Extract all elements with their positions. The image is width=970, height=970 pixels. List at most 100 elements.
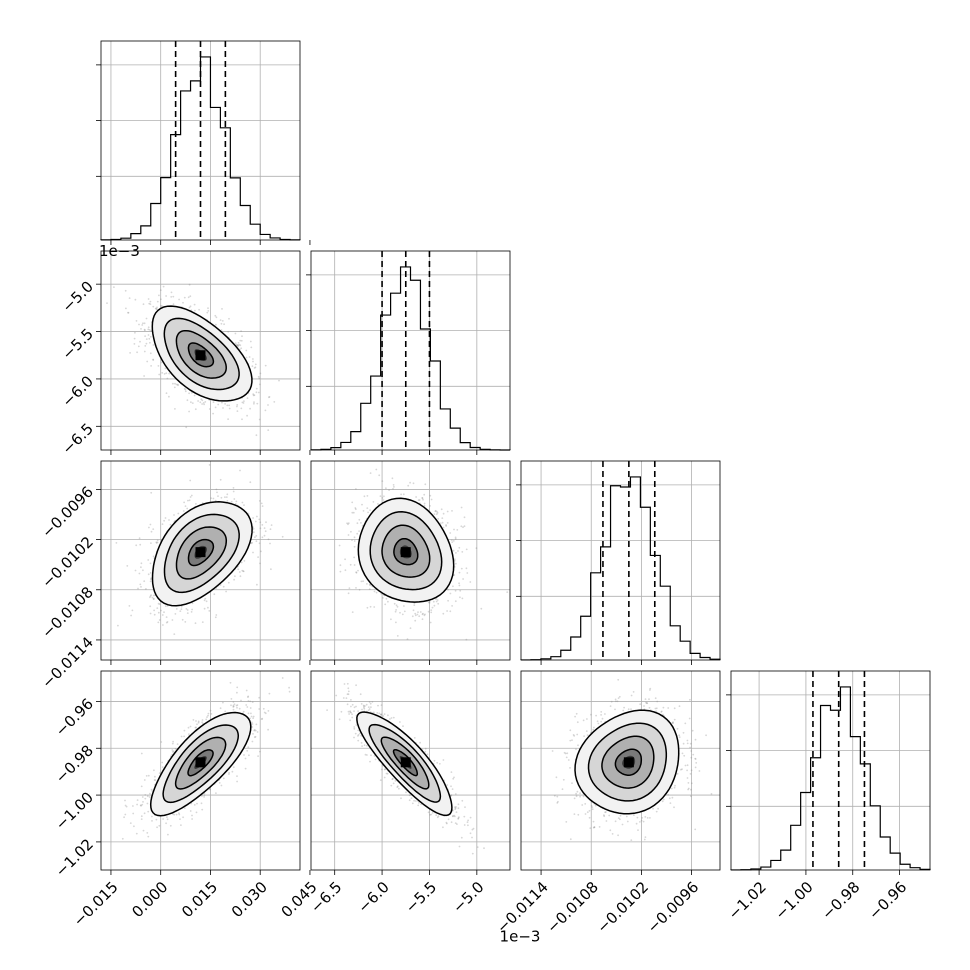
scatter-point <box>241 418 243 421</box>
scatter-point <box>200 802 203 805</box>
scatter-point <box>115 542 118 544</box>
scatter-point <box>244 767 247 770</box>
scatter-point <box>243 504 245 506</box>
scatter-point <box>436 599 439 601</box>
scatter-point <box>450 539 453 541</box>
scatter-point <box>249 340 252 343</box>
scatter-point <box>143 812 146 815</box>
histogram-panel-4 <box>726 670 931 875</box>
scatter-point <box>449 592 452 595</box>
scatter-point <box>240 561 243 564</box>
scatter-point <box>227 330 230 333</box>
scatter-point <box>212 401 215 404</box>
scatter-point <box>163 611 165 614</box>
scatter-point <box>240 330 243 332</box>
scatter-point <box>152 555 155 558</box>
scatter-point <box>439 522 442 525</box>
scatter-point <box>259 383 261 386</box>
scatter-point <box>175 383 178 386</box>
scatter-point <box>193 394 196 397</box>
scatter-point <box>160 304 162 307</box>
scatter-point <box>208 464 211 466</box>
scatter-point <box>186 399 189 402</box>
scatter-point <box>259 372 262 375</box>
scatter-point <box>205 600 208 603</box>
scatter-point <box>172 295 175 298</box>
scatter-point <box>166 377 169 380</box>
scatter-point <box>428 600 431 603</box>
scatter-point <box>355 587 357 589</box>
scatter-point <box>358 530 360 532</box>
scatter-point <box>186 609 189 611</box>
scatter-point <box>254 536 256 539</box>
scatter-point <box>155 541 158 544</box>
scatter-point <box>192 719 195 721</box>
scatter-point <box>355 571 358 574</box>
scatter-point <box>170 296 173 298</box>
scatter-point <box>163 373 166 375</box>
scatter-point <box>288 686 290 689</box>
scatter-point <box>436 510 438 513</box>
density-fill <box>152 501 253 606</box>
scatter-point <box>161 761 164 764</box>
scatter-point <box>174 613 177 615</box>
scatter-point <box>375 591 378 594</box>
scatter-point <box>234 575 236 578</box>
scatter-point <box>157 365 160 367</box>
scatter-point <box>385 597 388 600</box>
scatter-point <box>241 501 244 504</box>
scatter-point <box>149 300 152 303</box>
scatter-point <box>139 583 142 586</box>
scatter-point <box>139 543 142 546</box>
scatter-point <box>156 607 159 609</box>
scatter-point <box>190 611 193 613</box>
scatter-point <box>217 403 220 406</box>
scatter-point <box>427 610 430 613</box>
scatter-point <box>180 608 183 611</box>
scatter-point <box>204 401 207 403</box>
scatter-point <box>239 575 242 578</box>
scatter-point <box>463 516 466 519</box>
scatter-point <box>217 495 219 497</box>
scatter-point <box>258 500 261 502</box>
scatter-point <box>355 488 357 490</box>
scatter-point <box>142 569 144 572</box>
scatter-point <box>253 402 255 405</box>
scatter-point <box>206 311 209 314</box>
scatter-point <box>213 593 216 596</box>
scatter-point <box>146 360 149 363</box>
scatter-point <box>184 621 187 623</box>
density-peak <box>400 547 411 558</box>
scatter-point <box>392 484 395 486</box>
scatter-point <box>429 621 432 624</box>
scatter-point <box>453 528 455 531</box>
scatter-point <box>249 481 252 484</box>
scatter-point <box>281 535 284 538</box>
scatter-point <box>138 572 141 575</box>
scatter-point <box>207 606 209 609</box>
density-fill <box>358 498 454 603</box>
scatter-point <box>215 316 218 319</box>
scatter-point <box>435 598 437 601</box>
scatter-point <box>256 515 258 518</box>
scatter-point <box>400 493 402 496</box>
scatter-point <box>395 609 397 611</box>
scatter-point <box>143 350 146 353</box>
scatter-point <box>168 395 170 398</box>
scatter-point <box>252 358 254 360</box>
scatter-point <box>347 523 349 526</box>
scatter-point <box>182 510 185 512</box>
scatter-point <box>366 507 369 509</box>
scatter-point <box>506 591 509 593</box>
scatter-point <box>233 578 236 581</box>
scatter-point <box>136 351 139 354</box>
scatter-point <box>382 499 385 501</box>
scatter-point <box>152 359 155 361</box>
scatter-point <box>433 513 436 516</box>
scatter-point <box>191 402 194 404</box>
scatter-point <box>204 597 207 600</box>
scatter-point <box>267 538 270 541</box>
scatter-point <box>270 568 272 571</box>
scatter-point <box>242 570 245 573</box>
scatter-point <box>212 497 215 500</box>
